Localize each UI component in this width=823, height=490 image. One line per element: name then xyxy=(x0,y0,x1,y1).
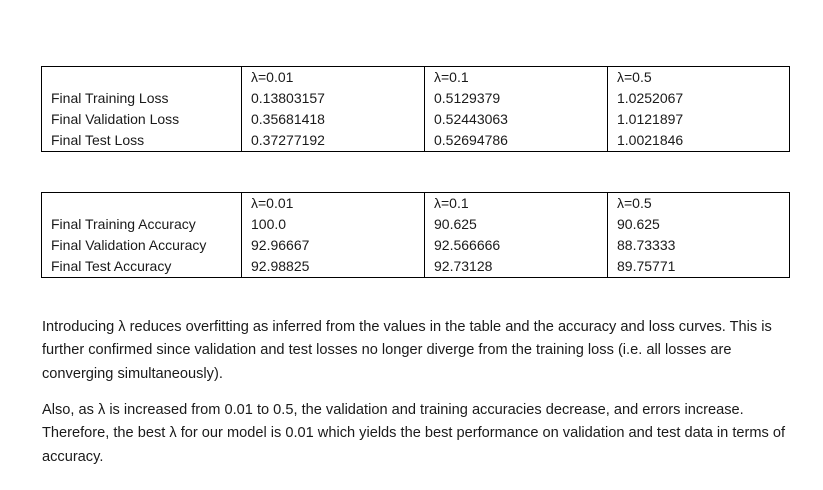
table-cell: 92.98825 xyxy=(241,256,425,278)
table-row: Final Test Loss 0.37277192 0.52694786 1.… xyxy=(41,130,790,152)
accuracy-table-header-lambda-0.5: λ=0.5 xyxy=(607,192,790,214)
accuracy-table: λ=0.01 λ=0.1 λ=0.5 Final Training Accura… xyxy=(41,192,790,278)
table-cell: 0.35681418 xyxy=(241,109,425,130)
table-row: Final Validation Accuracy 92.96667 92.56… xyxy=(41,235,790,256)
loss-table-header-empty xyxy=(41,66,242,88)
loss-table-header-lambda-0.01: λ=0.01 xyxy=(241,66,425,88)
table-cell: 90.625 xyxy=(607,214,790,235)
table-cell: 1.0252067 xyxy=(607,88,790,109)
loss-table-header-row: λ=0.01 λ=0.1 λ=0.5 xyxy=(41,66,790,88)
table-row: Final Training Accuracy 100.0 90.625 90.… xyxy=(41,214,790,235)
row-label: Final Test Loss xyxy=(41,130,242,152)
accuracy-table-header-lambda-0.1: λ=0.1 xyxy=(424,192,608,214)
table-cell: 0.37277192 xyxy=(241,130,425,152)
table-cell: 0.52443063 xyxy=(424,109,608,130)
loss-table-header-lambda-0.1: λ=0.1 xyxy=(424,66,608,88)
row-label: Final Validation Loss xyxy=(41,109,242,130)
table-cell: 92.73128 xyxy=(424,256,608,278)
table-cell: 0.13803157 xyxy=(241,88,425,109)
table-cell: 0.5129379 xyxy=(424,88,608,109)
conclusion-paragraph-2: Also, as λ is increased from 0.01 to 0.5… xyxy=(42,402,786,465)
table-row: Final Validation Loss 0.35681418 0.52443… xyxy=(41,109,790,130)
table-row: Final Test Accuracy 92.98825 92.73128 89… xyxy=(41,256,790,278)
table-cell: 1.0121897 xyxy=(607,109,790,130)
table-cell: 1.0021846 xyxy=(607,130,790,152)
loss-table: λ=0.01 λ=0.1 λ=0.5 Final Training Loss 0… xyxy=(41,66,790,152)
table-cell: 92.96667 xyxy=(241,235,425,256)
conclusion-paragraph-1: Introducing λ reduces overfitting as inf… xyxy=(42,319,772,382)
accuracy-table-header-row: λ=0.01 λ=0.1 λ=0.5 xyxy=(41,192,790,214)
row-label: Final Training Loss xyxy=(41,88,242,109)
table-cell: 92.566666 xyxy=(424,235,608,256)
table-cell: 0.52694786 xyxy=(424,130,608,152)
accuracy-table-header-lambda-0.01: λ=0.01 xyxy=(241,192,425,214)
table-cell: 88.73333 xyxy=(607,235,790,256)
accuracy-table-header-empty xyxy=(41,192,242,214)
row-label: Final Training Accuracy xyxy=(41,214,242,235)
table-row: Final Training Loss 0.13803157 0.5129379… xyxy=(41,88,790,109)
loss-table-header-lambda-0.5: λ=0.5 xyxy=(607,66,790,88)
table-cell: 100.0 xyxy=(241,214,425,235)
row-label: Final Test Accuracy xyxy=(41,256,242,278)
row-label: Final Validation Accuracy xyxy=(41,235,242,256)
table-cell: 90.625 xyxy=(424,214,608,235)
table-cell: 89.75771 xyxy=(607,256,790,278)
